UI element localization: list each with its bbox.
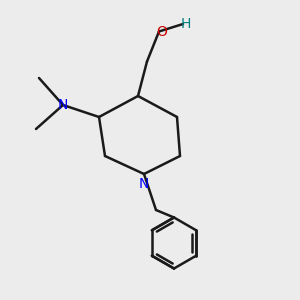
Text: N: N [58, 98, 68, 112]
Text: N: N [139, 177, 149, 191]
Text: O: O [157, 25, 167, 38]
Text: H: H [181, 17, 191, 31]
